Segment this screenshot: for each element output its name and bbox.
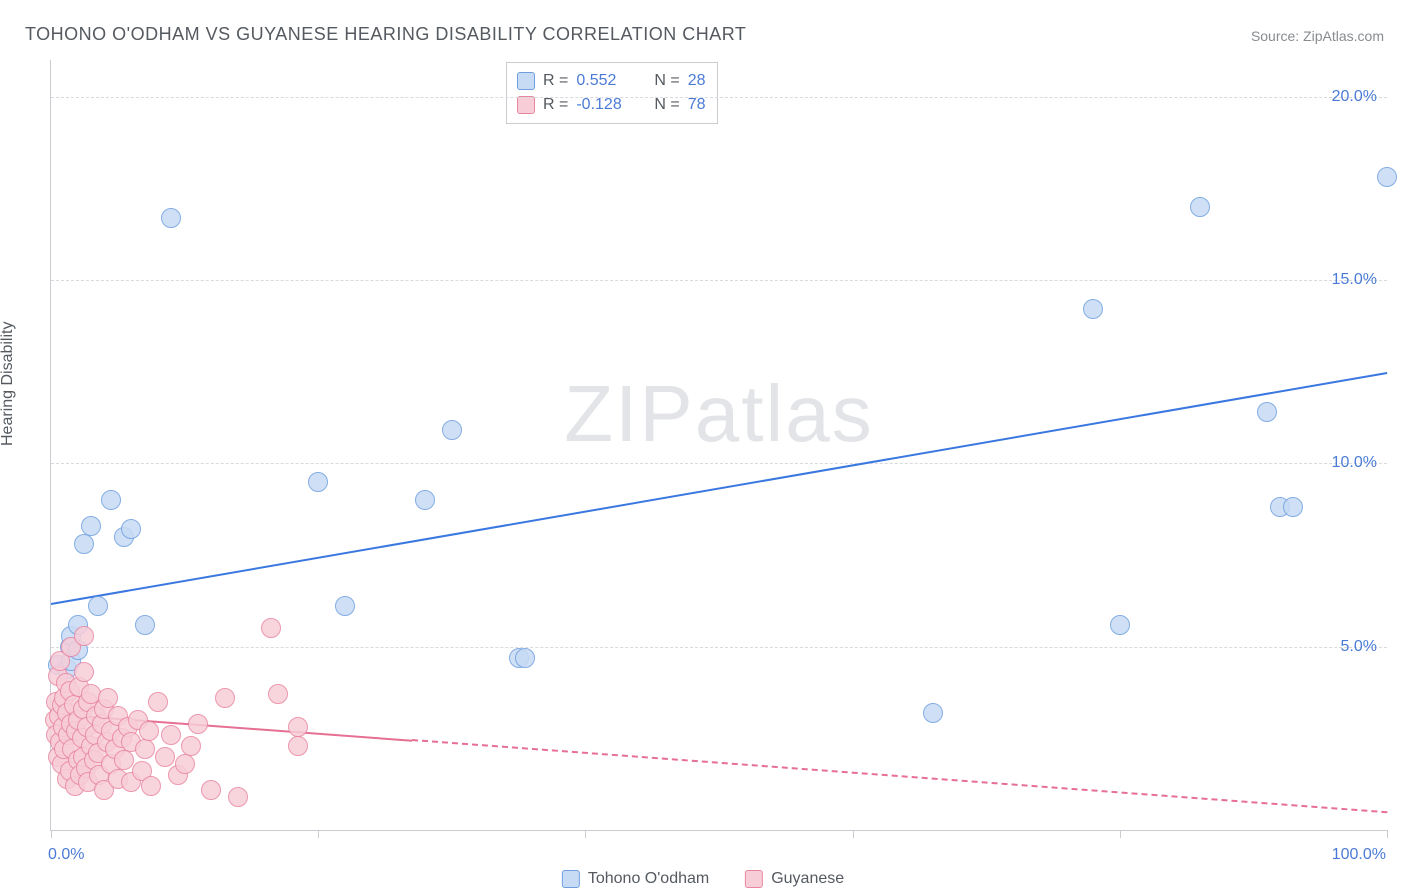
legend-swatch bbox=[562, 870, 580, 888]
legend-swatch bbox=[745, 870, 763, 888]
data-point bbox=[308, 472, 328, 492]
legend-item: Guyanese bbox=[745, 870, 844, 888]
data-point bbox=[161, 208, 181, 228]
gridline bbox=[51, 280, 1387, 281]
x-tick bbox=[318, 830, 319, 838]
stats-legend: R = 0.552 N = 28 R = -0.128 N = 78 bbox=[506, 62, 718, 124]
data-point bbox=[288, 717, 308, 737]
data-point bbox=[1257, 402, 1277, 422]
legend-label: Tohono O'odham bbox=[588, 870, 709, 888]
data-point bbox=[135, 615, 155, 635]
trend-line bbox=[412, 739, 1387, 813]
watermark: ZIPatlas bbox=[564, 368, 873, 460]
data-point bbox=[135, 739, 155, 759]
stats-r-label: R = bbox=[543, 69, 568, 93]
watermark-part2: atlas bbox=[695, 369, 874, 458]
data-point bbox=[74, 662, 94, 682]
legend-item: Tohono O'odham bbox=[562, 870, 709, 888]
data-point bbox=[175, 754, 195, 774]
watermark-part1: ZIP bbox=[564, 369, 694, 458]
data-point bbox=[74, 534, 94, 554]
data-point bbox=[288, 736, 308, 756]
y-tick-label: 15.0% bbox=[1332, 271, 1377, 289]
stats-r-value: 0.552 bbox=[576, 69, 646, 93]
x-tick bbox=[51, 830, 52, 838]
x-tick bbox=[1387, 830, 1388, 838]
y-axis-label: Hearing Disability bbox=[0, 322, 17, 447]
gridline bbox=[51, 647, 1387, 648]
source-prefix: Source: bbox=[1251, 28, 1303, 44]
data-point bbox=[1083, 299, 1103, 319]
chart-plot-area: ZIPatlas R = 0.552 N = 28 R = -0.128 N =… bbox=[50, 60, 1387, 831]
data-point bbox=[923, 703, 943, 723]
data-point bbox=[121, 519, 141, 539]
y-tick-label: 5.0% bbox=[1341, 638, 1377, 656]
x-axis-min-label: 0.0% bbox=[48, 846, 84, 864]
data-point bbox=[74, 626, 94, 646]
x-tick bbox=[585, 830, 586, 838]
data-point bbox=[101, 490, 121, 510]
data-point bbox=[201, 780, 221, 800]
bottom-legend: Tohono O'odham Guyanese bbox=[562, 870, 844, 888]
data-point bbox=[88, 596, 108, 616]
source-attribution: Source: ZipAtlas.com bbox=[1251, 28, 1384, 44]
data-point bbox=[515, 648, 535, 668]
data-point bbox=[1190, 197, 1210, 217]
data-point bbox=[335, 596, 355, 616]
data-point bbox=[141, 776, 161, 796]
stats-swatch bbox=[517, 72, 535, 90]
trend-line bbox=[51, 372, 1387, 605]
data-point bbox=[415, 490, 435, 510]
y-tick-label: 10.0% bbox=[1332, 454, 1377, 472]
source-link[interactable]: ZipAtlas.com bbox=[1303, 28, 1384, 44]
legend-label: Guyanese bbox=[771, 870, 844, 888]
data-point bbox=[188, 714, 208, 734]
data-point bbox=[1377, 167, 1397, 187]
data-point bbox=[1110, 615, 1130, 635]
stats-swatch bbox=[517, 96, 535, 114]
data-point bbox=[261, 618, 281, 638]
data-point bbox=[161, 725, 181, 745]
data-point bbox=[155, 747, 175, 767]
y-tick-label: 20.0% bbox=[1332, 88, 1377, 106]
gridline bbox=[51, 97, 1387, 98]
stats-n-value: 28 bbox=[688, 69, 706, 93]
data-point bbox=[139, 721, 159, 741]
x-tick bbox=[853, 830, 854, 838]
stats-n-label: N = bbox=[654, 69, 679, 93]
stats-row: R = 0.552 N = 28 bbox=[517, 69, 705, 93]
data-point bbox=[268, 684, 288, 704]
data-point bbox=[228, 787, 248, 807]
data-point bbox=[1283, 497, 1303, 517]
chart-title: TOHONO O'ODHAM VS GUYANESE HEARING DISAB… bbox=[25, 24, 746, 45]
x-axis-max-label: 100.0% bbox=[1332, 846, 1386, 864]
data-point bbox=[181, 736, 201, 756]
x-tick bbox=[1120, 830, 1121, 838]
data-point bbox=[148, 692, 168, 712]
gridline bbox=[51, 463, 1387, 464]
data-point bbox=[215, 688, 235, 708]
data-point bbox=[98, 688, 118, 708]
data-point bbox=[81, 516, 101, 536]
data-point bbox=[442, 420, 462, 440]
